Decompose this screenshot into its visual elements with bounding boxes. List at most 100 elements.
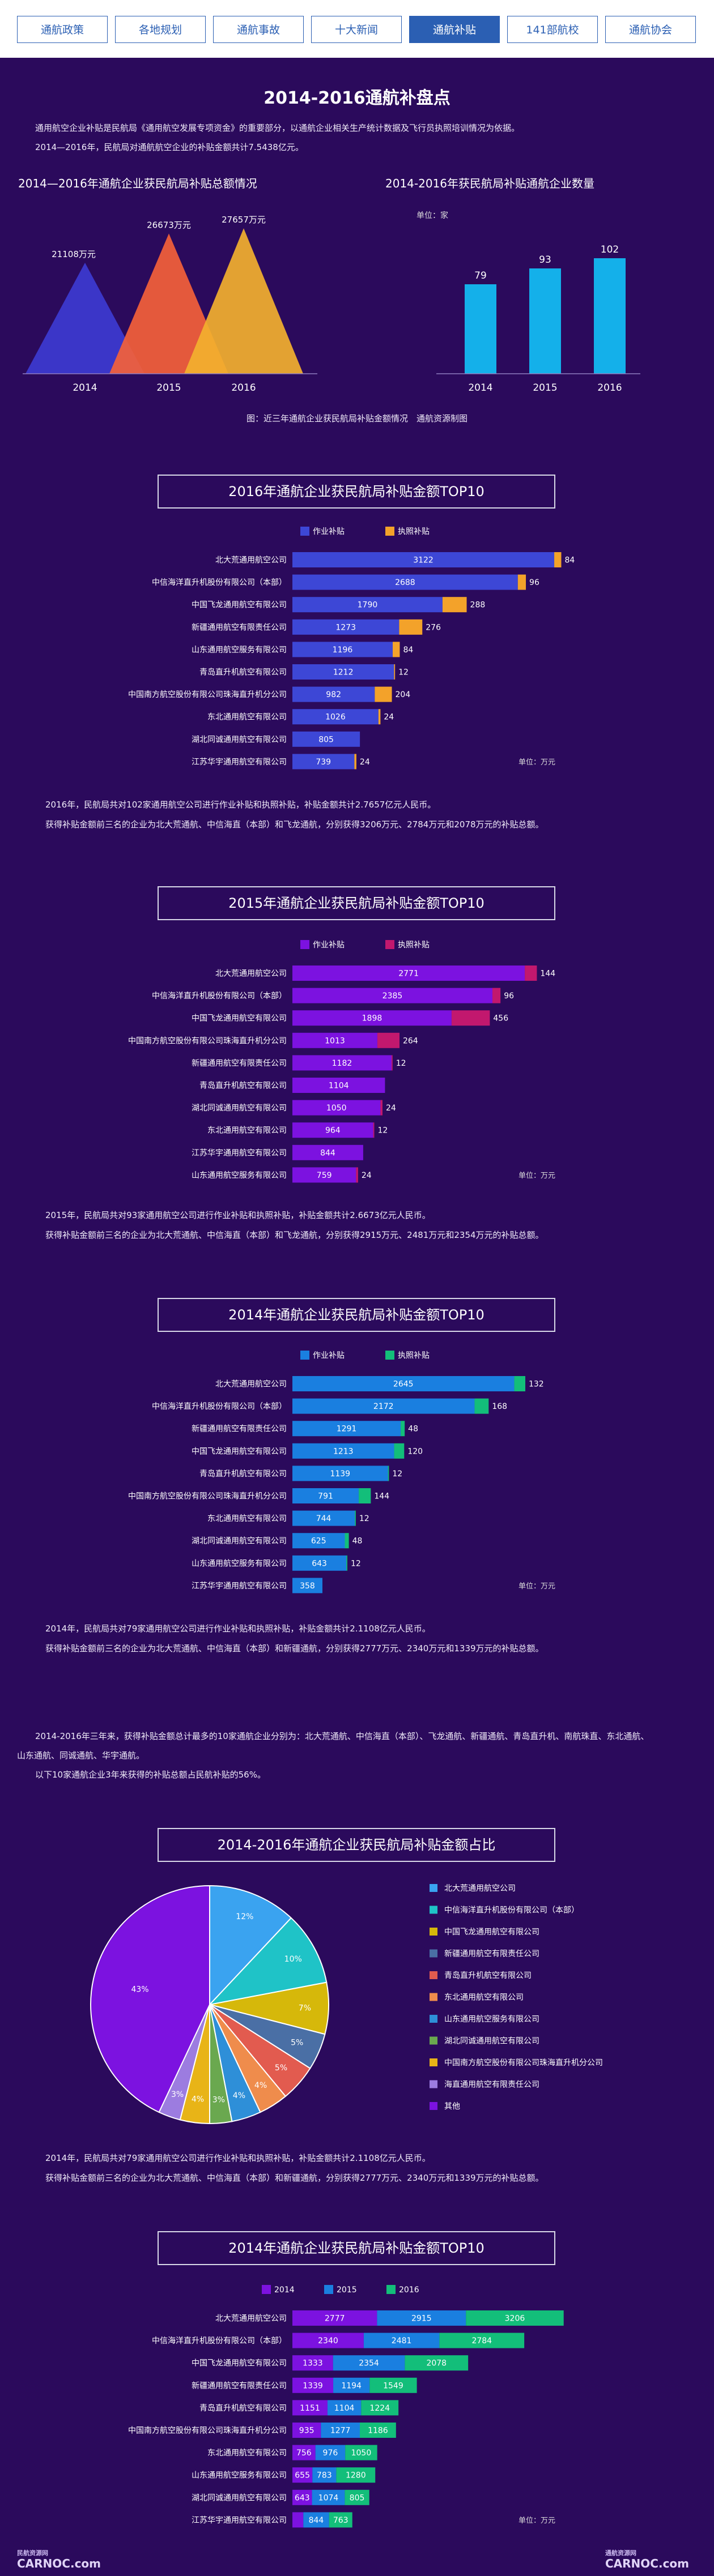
bar-value-作业补贴: 739 bbox=[316, 758, 331, 767]
count-year-2016: 2016 bbox=[597, 382, 622, 394]
bar-segment-2016 bbox=[405, 2355, 469, 2371]
bar-segment-执照补贴 bbox=[394, 664, 396, 680]
pie-label-9: 3% bbox=[171, 2090, 184, 2099]
triangle-year-2014: 2014 bbox=[73, 382, 97, 394]
count-year-2015: 2015 bbox=[533, 382, 557, 394]
row-label: 中国南方航空股份有限公司珠海直升机分公司 bbox=[128, 1492, 287, 1501]
section-2016-title: 2016年通航企业获民航局补贴金额TOP10 bbox=[158, 475, 555, 509]
nav-association[interactable]: 通航协会 bbox=[605, 16, 696, 43]
bar-segment-执照补贴 bbox=[377, 1032, 400, 1048]
bar-segment-作业补贴 bbox=[292, 731, 360, 747]
count-year-2014: 2014 bbox=[468, 382, 492, 394]
bar-value-2014: 2777 bbox=[325, 2314, 345, 2323]
footer-right-tag: 通航资源网 bbox=[605, 2549, 636, 2557]
bar-segment-2015 bbox=[321, 2423, 360, 2438]
bar-value-2016: 763 bbox=[333, 2516, 348, 2525]
bar-segment-2016 bbox=[369, 2377, 417, 2393]
count-bar-2014 bbox=[465, 284, 496, 374]
bar-segment-执照补贴 bbox=[474, 1398, 489, 1414]
bar-value-执照补贴: 12 bbox=[377, 1126, 388, 1135]
bar-segment-执照补贴 bbox=[356, 1167, 358, 1183]
bar-value-2014: 655 bbox=[295, 2471, 310, 2480]
count-bar-2016 bbox=[594, 258, 626, 374]
row-label: 中国飞龙通用航空有限公司 bbox=[192, 1447, 287, 1456]
bar-segment-作业补贴 bbox=[292, 1144, 363, 1160]
count-value-2014: 79 bbox=[474, 270, 487, 281]
triangle-year-2016: 2016 bbox=[231, 382, 256, 394]
bar-value-作业补贴: 1273 bbox=[335, 623, 356, 632]
legend-label-作业补贴: 作业补贴 bbox=[313, 941, 345, 950]
bar-segment-作业补贴 bbox=[292, 1398, 475, 1414]
bar-segment-执照补贴 bbox=[373, 1122, 375, 1138]
note-2015-1: 2015年，民航局共对93家通用航空公司进行作业补贴和执照补贴，补贴金额共计2.… bbox=[45, 1210, 431, 1220]
bar-value-2015: 844 bbox=[309, 2516, 324, 2525]
nav-schools[interactable]: 141部航校 bbox=[507, 16, 598, 43]
bar-value-作业补贴: 1026 bbox=[325, 713, 346, 722]
bar-value-执照补贴: 12 bbox=[351, 1559, 361, 1568]
nav-accidents[interactable]: 通航事故 bbox=[213, 16, 304, 43]
bar-segment-执照补贴 bbox=[346, 1555, 347, 1571]
legend-swatch-2016 bbox=[386, 2285, 396, 2294]
nav-planning[interactable]: 各地规划 bbox=[115, 16, 206, 43]
bar-segment-作业补贴 bbox=[292, 988, 492, 1003]
nav-subsidy[interactable]: 通航补贴 bbox=[409, 16, 500, 43]
section-pie-title: 2014-2016年通航企业获民航局补贴金额占比 bbox=[158, 1828, 555, 1862]
bar-value-2016: 1050 bbox=[351, 2449, 372, 2458]
row-label: 中国飞龙通用航空有限公司 bbox=[192, 601, 287, 610]
bar-value-作业补贴: 1898 bbox=[362, 1014, 382, 1023]
bar-value-执照补贴: 48 bbox=[408, 1425, 418, 1434]
bar-value-作业补贴: 1013 bbox=[325, 1036, 345, 1045]
bar-value-作业补贴: 1050 bbox=[326, 1104, 347, 1113]
legend-label-执照补贴: 执照补贴 bbox=[398, 527, 430, 536]
row-label: 山东通用航空服务有限公司 bbox=[192, 1171, 287, 1180]
pie-legend-swatch-2 bbox=[430, 1928, 437, 1936]
row-label: 中国南方航空股份有限公司珠海直升机分公司 bbox=[128, 1036, 287, 1045]
bar-value-2014: 2340 bbox=[318, 2336, 338, 2346]
bar-segment-执照补贴 bbox=[378, 709, 381, 725]
pie-legend-swatch-6 bbox=[430, 2015, 437, 2023]
nav-policy[interactable]: 通航政策 bbox=[17, 16, 108, 43]
bar-segment-2014 bbox=[292, 2423, 321, 2438]
bar-segment-作业补贴 bbox=[292, 1122, 373, 1138]
unit-label: 单位：万元 bbox=[518, 1172, 555, 1180]
pie-label-8: 4% bbox=[192, 2095, 204, 2104]
bar-segment-执照补贴 bbox=[394, 1443, 405, 1459]
bar-value-执照补贴: 456 bbox=[493, 1014, 508, 1023]
bar-value-作业补贴: 982 bbox=[326, 690, 341, 699]
bar-value-作业补贴: 2645 bbox=[393, 1380, 414, 1389]
bar-segment-2015 bbox=[315, 2445, 346, 2460]
bar-segment-2015 bbox=[312, 2467, 337, 2483]
row-label: 新疆通用航空有限责任公司 bbox=[192, 623, 287, 632]
bar-segment-2015 bbox=[363, 2333, 440, 2348]
bar-segment-2015 bbox=[333, 2355, 405, 2371]
bar-segment-作业补贴 bbox=[292, 619, 400, 635]
bar-value-执照补贴: 84 bbox=[403, 646, 413, 655]
row-label: 湖北同诚通用航空有限公司 bbox=[192, 1104, 287, 1113]
bar-value-执照补贴: 96 bbox=[529, 578, 539, 587]
note-2014-1: 2014年，民航局共对79家通用航空公司进行作业补贴和执照补贴，补贴金额共计2.… bbox=[45, 1624, 431, 1634]
bar-value-2015: 1074 bbox=[318, 2493, 339, 2502]
bar-segment-执照补贴 bbox=[442, 597, 467, 613]
nav-news[interactable]: 十大新闻 bbox=[311, 16, 402, 43]
count-chart-title: 2014-2016年获民航局补贴通航企业数量 bbox=[385, 177, 595, 190]
row-label: 中国飞龙通用航空有限公司 bbox=[192, 1014, 287, 1023]
row-label: 江苏华宇通用航空有限公司 bbox=[192, 2516, 287, 2525]
row-label: 北大荒通用航空公司 bbox=[215, 969, 287, 979]
bar-segment-作业补贴 bbox=[292, 1078, 385, 1093]
triangle-label-2014: 21108万元 bbox=[52, 249, 96, 259]
triangle-chart-title: 2014—2016年通航企业获民航局补贴总额情况 bbox=[18, 177, 257, 190]
summary-line-1: 2014-2016年三年来，获得补贴金额总计最多的10家通航企业分别为：北大荒通… bbox=[35, 1731, 649, 1741]
bar-segment-作业补贴 bbox=[292, 642, 393, 657]
legend-swatch-作业补贴 bbox=[300, 527, 309, 536]
bar-segment-作业补贴 bbox=[292, 1032, 377, 1048]
bar-value-2014: 1339 bbox=[303, 2381, 323, 2390]
bar-segment-2014 bbox=[292, 2310, 377, 2326]
bar-segment-执照补贴 bbox=[554, 552, 562, 567]
bar-value-作业补贴: 1790 bbox=[358, 601, 378, 610]
count-value-2016: 102 bbox=[601, 244, 619, 255]
bar-segment-2014 bbox=[292, 2377, 334, 2393]
bar-segment-2014 bbox=[292, 2467, 313, 2483]
bar-value-2016: 1549 bbox=[383, 2381, 403, 2390]
